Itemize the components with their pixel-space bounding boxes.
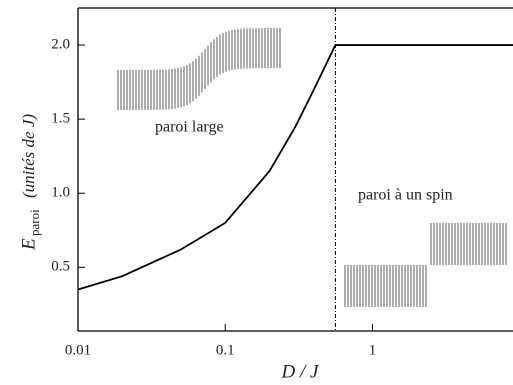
y-label-subscript: paroi [27,209,42,236]
y-tick-label: 1.0 [51,185,70,201]
y-axis-label: E paroi (unités de J) [18,114,42,251]
x-tick-label: 1 [369,342,377,358]
y-tick-label: 1.5 [51,111,70,127]
y-label-symbol: E [18,238,39,251]
y-tick-label: 0.5 [51,259,70,275]
x-tick-label: 0.01 [65,342,91,358]
line [77,44,513,291]
y-label-unit: (unités de J) [19,114,38,198]
y-tick-label: 2.0 [51,36,70,52]
annotation: paroi large [155,119,224,136]
x-tick-label: 0.1 [216,342,235,358]
x-axis-label: D / J [281,361,321,382]
annotation: paroi à un spin [358,187,453,204]
